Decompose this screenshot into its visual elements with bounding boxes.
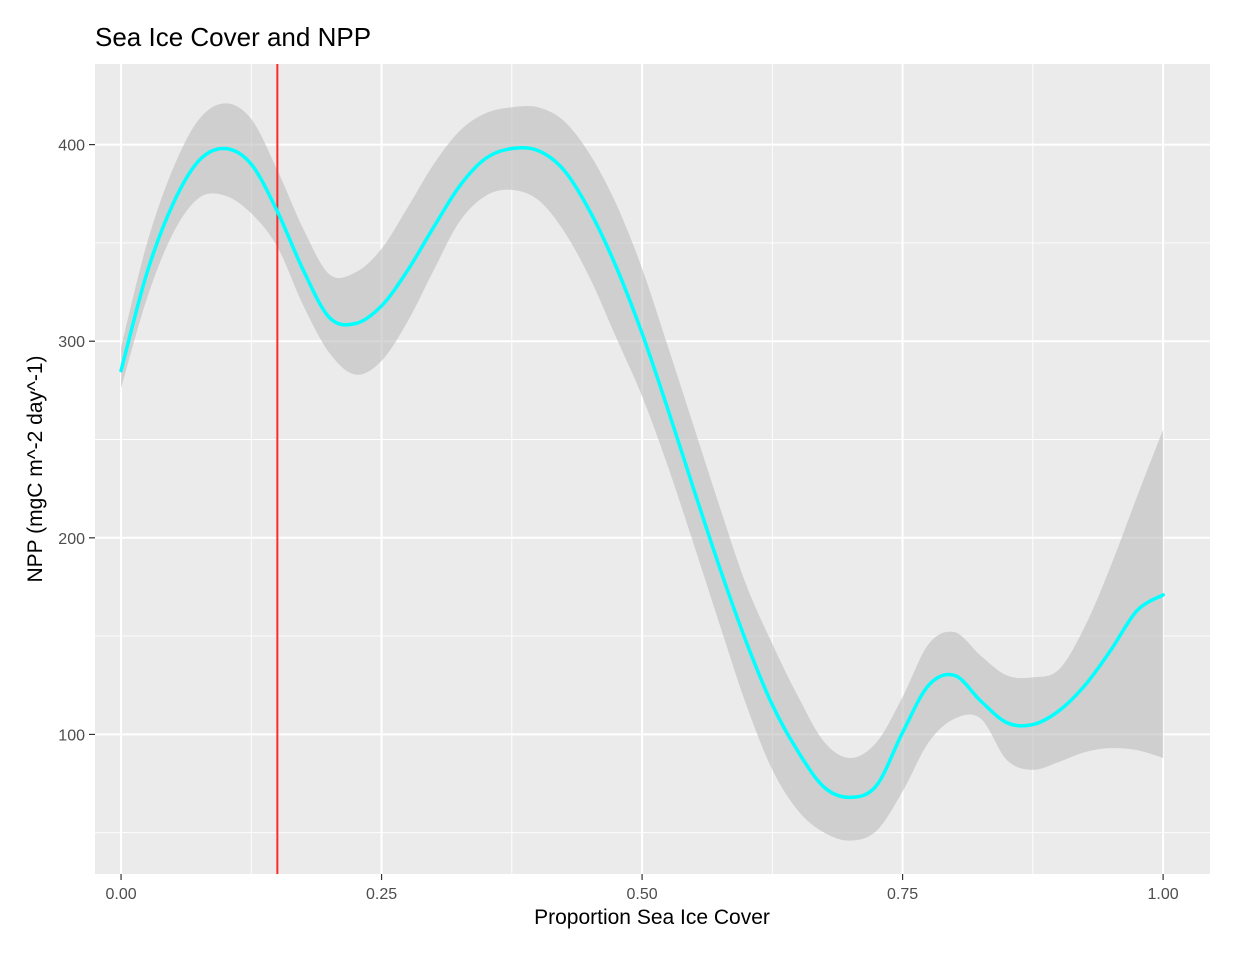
x-tick-label: 0.75 xyxy=(887,886,918,903)
y-tick-label: 300 xyxy=(58,334,85,351)
x-axis-title: Proportion Sea Ice Cover xyxy=(534,906,770,929)
x-tick-label: 0.50 xyxy=(627,886,658,903)
x-tick-label: 0.25 xyxy=(366,886,397,903)
y-tick-label: 100 xyxy=(58,727,85,744)
y-tick-label: 400 xyxy=(58,138,85,155)
chart-title: Sea Ice Cover and NPP xyxy=(95,22,371,52)
y-tick-label: 200 xyxy=(58,531,85,548)
major-gridlines xyxy=(95,64,1210,874)
y-axis-title: NPP (mgC m^-2 day^-1) xyxy=(24,355,47,582)
smooth-line xyxy=(119,145,1165,800)
confidence-ribbon xyxy=(121,103,1164,841)
x-tick-label: 0.00 xyxy=(105,886,136,903)
y-axis-ticks: 100 200 300 400 xyxy=(58,138,95,744)
x-tick-label: 1.00 xyxy=(1148,886,1179,903)
x-axis-ticks: 0.00 0.25 0.50 0.75 1.00 xyxy=(105,874,1179,903)
